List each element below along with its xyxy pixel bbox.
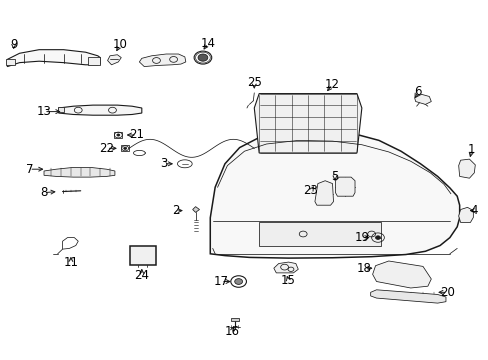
Polygon shape: [458, 207, 472, 222]
Text: 3: 3: [160, 157, 167, 170]
Circle shape: [375, 236, 380, 239]
Text: 14: 14: [200, 37, 215, 50]
Polygon shape: [335, 177, 354, 196]
Text: 24: 24: [134, 269, 149, 282]
Text: 10: 10: [112, 39, 127, 51]
Polygon shape: [414, 94, 430, 104]
Text: 23: 23: [303, 184, 318, 197]
Polygon shape: [59, 105, 142, 115]
Circle shape: [198, 54, 207, 61]
Polygon shape: [370, 290, 445, 303]
Polygon shape: [114, 132, 122, 138]
Polygon shape: [58, 107, 63, 112]
Polygon shape: [458, 159, 474, 178]
Polygon shape: [7, 50, 100, 67]
Polygon shape: [210, 130, 459, 258]
Text: 22: 22: [99, 142, 114, 155]
Text: 18: 18: [356, 262, 371, 275]
Text: 6: 6: [413, 85, 421, 98]
Polygon shape: [192, 207, 199, 212]
Polygon shape: [129, 246, 155, 265]
Circle shape: [117, 134, 120, 136]
Text: 21: 21: [129, 129, 144, 141]
Text: 2: 2: [172, 204, 180, 217]
Polygon shape: [107, 55, 121, 65]
Text: 13: 13: [37, 105, 51, 118]
Text: 16: 16: [224, 325, 239, 338]
Text: 5: 5: [330, 170, 338, 183]
Text: 4: 4: [469, 204, 477, 217]
Text: 17: 17: [213, 275, 228, 288]
Text: 19: 19: [354, 231, 368, 244]
Text: 12: 12: [325, 78, 339, 91]
Polygon shape: [6, 59, 15, 65]
Polygon shape: [139, 54, 185, 67]
Text: 15: 15: [281, 274, 295, 287]
Circle shape: [234, 279, 242, 284]
Text: 9: 9: [10, 39, 18, 51]
Text: 11: 11: [63, 256, 78, 269]
Polygon shape: [259, 222, 381, 246]
Text: 25: 25: [246, 76, 261, 89]
Text: 8: 8: [40, 186, 48, 199]
Circle shape: [123, 147, 126, 149]
Polygon shape: [372, 261, 430, 288]
Polygon shape: [230, 318, 238, 321]
Polygon shape: [121, 145, 129, 151]
Text: 7: 7: [25, 163, 33, 176]
Text: 20: 20: [439, 286, 454, 299]
Polygon shape: [88, 57, 100, 65]
Text: 1: 1: [467, 143, 475, 156]
Polygon shape: [44, 167, 115, 177]
Polygon shape: [273, 262, 298, 273]
Polygon shape: [314, 181, 333, 205]
Polygon shape: [254, 94, 361, 153]
